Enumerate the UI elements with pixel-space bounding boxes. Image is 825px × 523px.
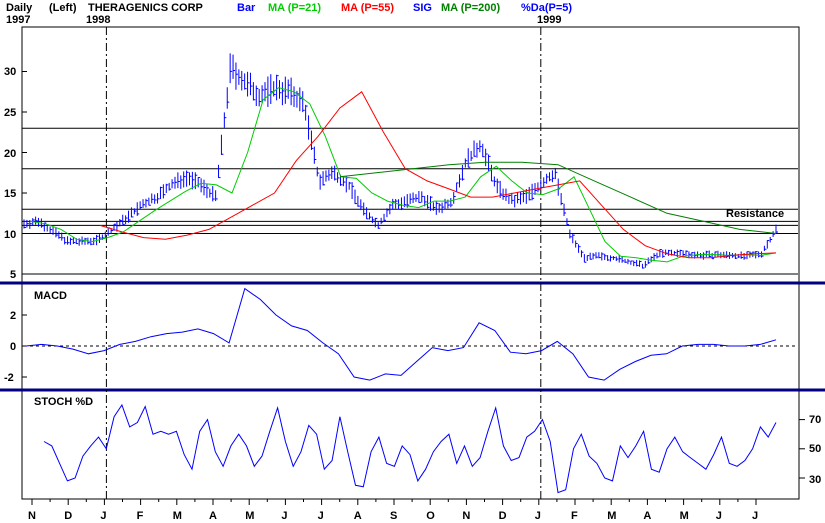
year-label-1999: 1999 [537,14,561,26]
legend-ma55: MA (P=55) [341,2,394,14]
macd-panel-frame [21,283,800,390]
legend-bar: Bar [237,2,256,14]
month-label-6: M [245,510,254,522]
year-label-1998: 1998 [86,14,110,26]
month-label-3: F [137,510,144,522]
stoch-panel-frame [21,390,800,500]
ma21-line [29,87,777,263]
chart-title: THERAGENICS CORP [88,2,203,14]
price-tick-30: 30 [4,66,16,78]
month-label-5: A [209,510,217,522]
month-label-1: D [64,510,72,522]
month-label-20: J [752,510,758,522]
ma200-line [339,161,777,234]
axis-side-label: (Left) [49,2,77,14]
price-tick-15: 15 [4,188,16,200]
month-label-4: M [173,510,182,522]
price-panel-frame [21,26,800,283]
macd-tick-0: 0 [10,341,16,353]
macd-tick-2: 2 [10,310,16,322]
month-label-7: J [281,510,287,522]
month-label-13: D [499,510,507,522]
period-label: Daily [6,2,33,14]
month-label-18: M [680,510,689,522]
month-label-2: J [100,510,106,522]
month-label-0: N [28,510,36,522]
resistance-annotation: Resistance [726,208,784,220]
stoch-tick-50: 50 [809,443,821,455]
legend-ma200: MA (P=200) [441,2,501,14]
month-label-12: N [462,510,470,522]
stoch-line [43,403,777,494]
stoch-tick-70: 70 [809,414,821,426]
month-label-15: F [571,510,578,522]
legend-ma21: MA (P=21) [268,2,321,14]
month-label-9: A [354,510,362,522]
month-label-16: M [607,510,616,522]
month-label-17: A [643,510,651,522]
price-tick-20: 20 [4,148,16,160]
stoch-title: STOCH %D [34,396,93,408]
year-label-1997: 1997 [6,14,30,26]
price-tick-10: 10 [4,229,16,241]
macd-tick-minus2: -2 [4,372,14,384]
price-tick-25: 25 [4,107,16,119]
legend-pctd: %Da(P=5) [521,2,572,14]
price-tick-5: 5 [10,269,16,281]
legend-sig: SIG [413,2,432,14]
macd-line [25,287,777,381]
month-label-11: O [426,510,435,522]
macd-title: MACD [34,290,67,302]
month-label-10: S [390,510,397,522]
month-label-8: J [318,510,324,522]
month-label-14: J [535,510,541,522]
month-label-19: J [716,510,722,522]
stoch-tick-30: 30 [809,474,821,486]
ma55-line [99,91,777,259]
